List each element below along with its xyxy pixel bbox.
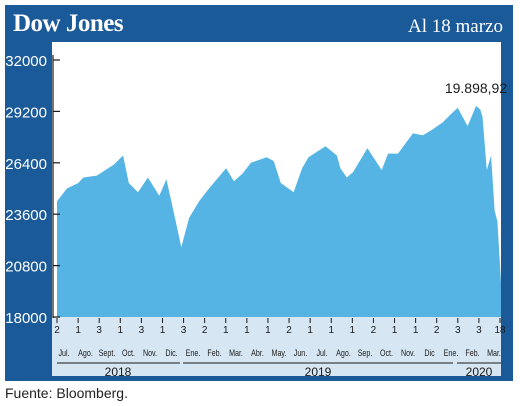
x-week-label: 2 [371,325,377,336]
x-week-label: 2 [434,325,440,336]
x-month-label: Oct. [380,347,393,358]
x-week-label: 1 [265,325,271,336]
x-week-label: 2 [202,325,208,336]
x-month-label: Feb. [465,347,479,358]
x-month-label: Ago. [336,347,351,358]
x-week-label: 1 [75,325,81,336]
x-week-label: 3 [181,325,187,336]
x-week-label: 1 [244,325,250,336]
y-tick-label: 26400 [5,156,47,173]
x-week-label: 3 [96,325,102,336]
year-label: 2020 [466,365,493,379]
y-tick-label: 23600 [5,207,47,224]
x-week-label: 1 [160,325,166,336]
x-month-label: Sept. [99,347,116,358]
x-week-label: 1 [350,325,356,336]
x-month-label: Dic. [165,347,177,358]
x-week-label: 18 [494,325,506,336]
x-week-label: 1 [413,325,419,336]
x-month-label: Ene. [186,347,201,358]
x-week-label: 1 [328,325,334,336]
y-tick-label: 32000 [5,53,47,70]
x-month-label: Ago. [78,347,93,358]
y-tick-label: 20800 [5,259,47,276]
x-week-label: 1 [392,325,398,336]
x-month-label: Mar. [229,347,243,358]
x-week-label: 1 [223,325,229,336]
x-week-label: 3 [139,325,145,336]
x-month-label: Feb. [207,347,221,358]
x-month-label: Jun. [294,347,307,358]
x-month-label: Nov. [401,347,415,358]
x-month-label: Sep. [358,347,373,358]
dow-area-series [57,105,501,318]
x-month-label: May. [272,347,287,358]
date-label: Al 18 marzo [408,16,503,37]
x-week-label: 3 [455,325,461,336]
x-week-label: 1 [118,325,124,336]
x-month-label: Ene. [444,347,459,358]
source-note: Fuente: Bloomberg. [5,385,128,401]
x-month-label: Jul. [58,347,69,358]
x-week-label: 3 [476,325,482,336]
y-tick-label: 18000 [5,310,47,327]
x-month-label: Dic [424,347,434,358]
x-week-label: 1 [307,325,313,336]
x-month-label: Mar. [487,347,501,358]
year-label: 2018 [105,365,132,379]
chart-title: Dow Jones [13,10,124,37]
x-axis-band [52,317,501,376]
x-month-label: Nov. [143,347,157,358]
x-month-label: Abr. [251,347,264,358]
x-month-label: Jul. [316,347,327,358]
x-week-label: 2 [286,325,292,336]
year-label: 2019 [305,365,332,379]
x-week-label: 2 [54,325,60,336]
y-tick-label: 29200 [5,104,47,121]
x-month-label: Oct. [122,347,135,358]
last-value-annotation: 19.898,92 [445,80,507,96]
